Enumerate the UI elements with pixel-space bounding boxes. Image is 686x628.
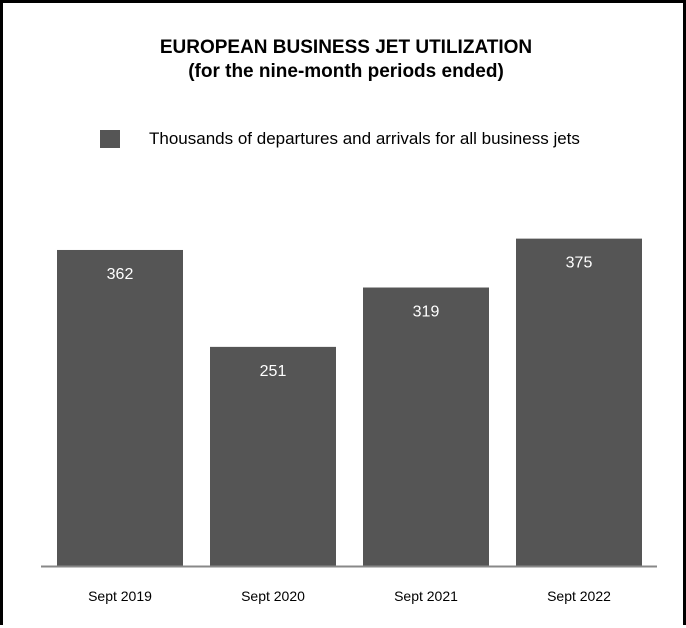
- data-label: 375: [566, 255, 593, 272]
- legend-label: Thousands of departures and arrivals for…: [149, 129, 580, 148]
- chart-legend: Thousands of departures and arrivals for…: [100, 129, 580, 149]
- bar-sept-2020: [210, 346, 336, 566]
- x-tick-label: Sept 2021: [394, 588, 458, 604]
- bar-sept-2021: [363, 287, 489, 566]
- data-label: 251: [260, 363, 287, 380]
- chart-title: EUROPEAN BUSINESS JET UTILIZATION: [159, 37, 533, 58]
- x-tick-label: Sept 2022: [547, 588, 611, 604]
- x-tick-label: Sept 2019: [88, 588, 152, 604]
- bar-sept-2019: [57, 249, 183, 566]
- chart-subtitle: (for the nine-month periods ended): [188, 61, 504, 82]
- data-label: 362: [107, 266, 134, 283]
- x-tick-label: Sept 2020: [241, 588, 305, 604]
- legend-swatch: [100, 130, 120, 148]
- bar-chart: 362 Sept 2019 251 Sept 2020 319 Sept 2021 375 S…: [41, 238, 657, 604]
- bar-sept-2022: [516, 238, 642, 566]
- data-label: 319: [413, 304, 440, 321]
